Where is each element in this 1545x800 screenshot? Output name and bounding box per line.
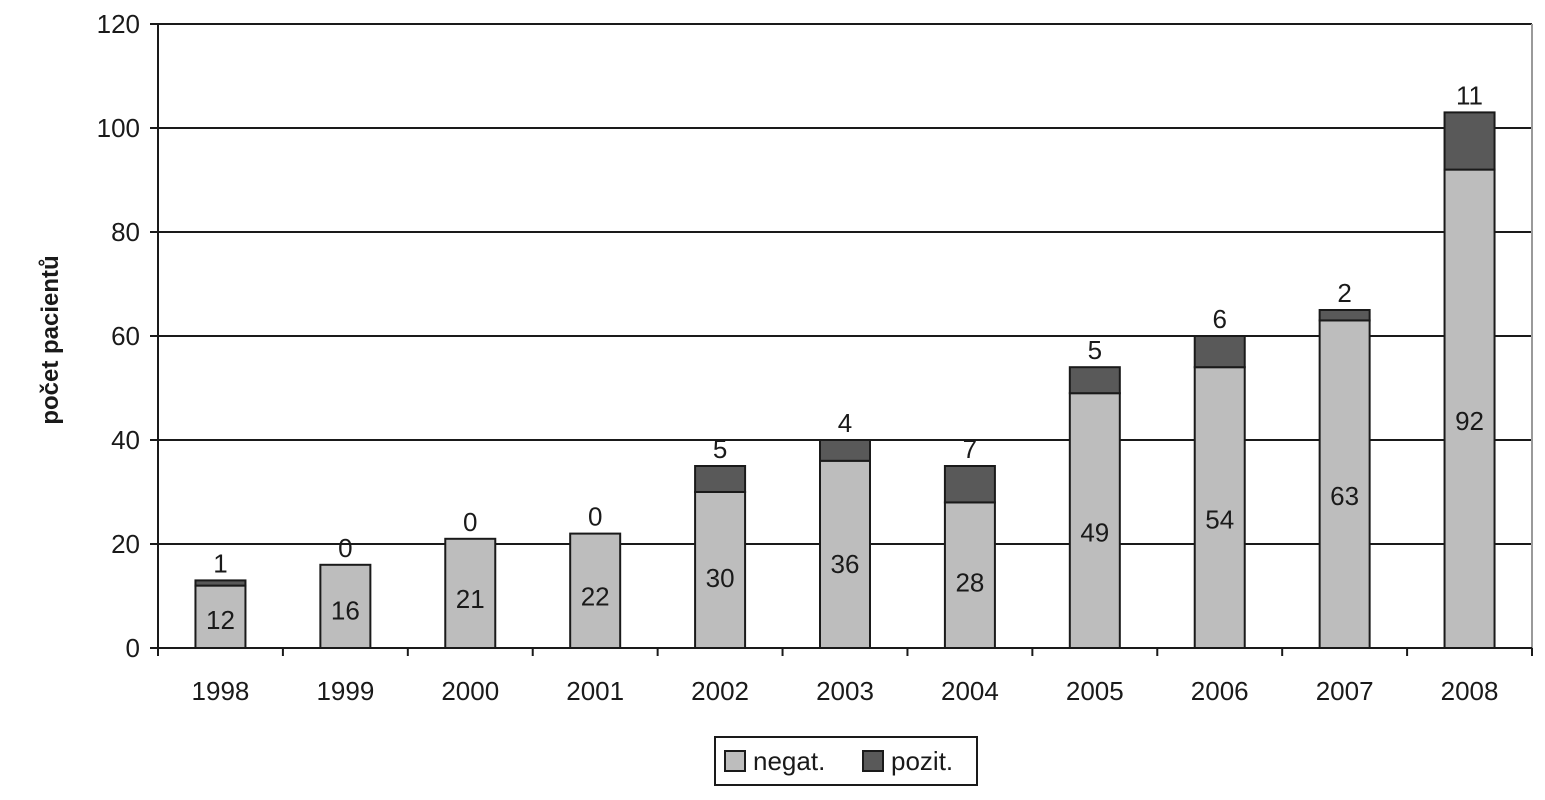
bar-pozit [1193,335,1246,369]
bar-pozit [819,439,871,462]
y-axis-title: počet pacientů [37,255,64,424]
x-tick-label: 2001 [566,676,624,706]
data-label-pozit: 0 [588,502,602,532]
bar-pozit [694,465,747,493]
x-tick-label: 2008 [1441,676,1499,706]
data-label-negat: 21 [456,584,485,614]
legend-swatch-pozit [862,750,884,772]
data-label-negat: 28 [955,567,984,597]
legend-box [714,736,978,786]
data-label-pozit: 1 [213,548,227,578]
x-tick-label: 2004 [941,676,999,706]
x-tick-label: 2003 [816,676,874,706]
data-label-negat: 92 [1455,406,1484,436]
bar-pozit [1068,366,1121,395]
data-label-negat: 36 [831,549,860,579]
data-label-pozit: 2 [1337,278,1351,308]
legend-swatch-negat [724,750,746,772]
data-label-pozit: 0 [463,507,477,537]
y-tick-label: 60 [111,321,140,351]
gridlines [158,23,1532,545]
data-label-negat: 22 [581,582,610,612]
data-label-pozit: 7 [963,434,977,464]
bar-negat [1068,392,1121,650]
x-tick-label: 1998 [192,676,250,706]
x-tick-label: 2000 [441,676,499,706]
bar-pozit [194,579,247,587]
data-label-negat: 54 [1205,505,1234,535]
bar-negat [1318,319,1371,649]
data-label-negat: 63 [1330,481,1359,511]
data-labels: 12 1 16 0 21 0 22 0 30 5 36 4 28 7 49 5 54 6 63 2 92 11 [206,80,1484,635]
legend-label-pozit: pozit. [891,746,953,776]
bar-pozit [943,465,996,504]
bar-negat [319,563,372,649]
legend: negat. pozit. [714,736,978,786]
data-label-pozit: 5 [713,434,727,464]
legend-label-negat: negat. [753,746,825,776]
data-label-negat: 12 [206,605,235,635]
data-label-negat: 30 [706,563,735,593]
y-tick-label: 20 [111,529,140,559]
data-label-pozit: 6 [1212,304,1226,334]
bar-pozit [1443,111,1496,171]
x-tick-label: 2005 [1066,676,1124,706]
data-label-pozit: 11 [1456,80,1483,110]
data-label-negat: 49 [1080,518,1109,548]
x-tick-label: 2007 [1316,676,1374,706]
data-label-pozit: 0 [338,533,352,563]
y-tick-label: 100 [97,113,140,143]
y-tick-label: 0 [126,633,140,663]
y-tick-label: 40 [111,425,140,455]
y-tick-label: 80 [111,217,140,247]
data-label-pozit: 4 [838,408,852,438]
bar-pozit [1318,309,1371,322]
bar-negat [444,537,497,649]
bar-negat [1193,366,1246,649]
x-tick-label: 2002 [691,676,749,706]
x-tick-label: 2006 [1191,676,1249,706]
data-label-negat: 16 [331,596,360,626]
y-tick-label: 120 [97,9,140,39]
data-label-pozit: 5 [1088,335,1102,365]
x-tick-label: 1999 [316,676,374,706]
bars [194,111,1496,650]
